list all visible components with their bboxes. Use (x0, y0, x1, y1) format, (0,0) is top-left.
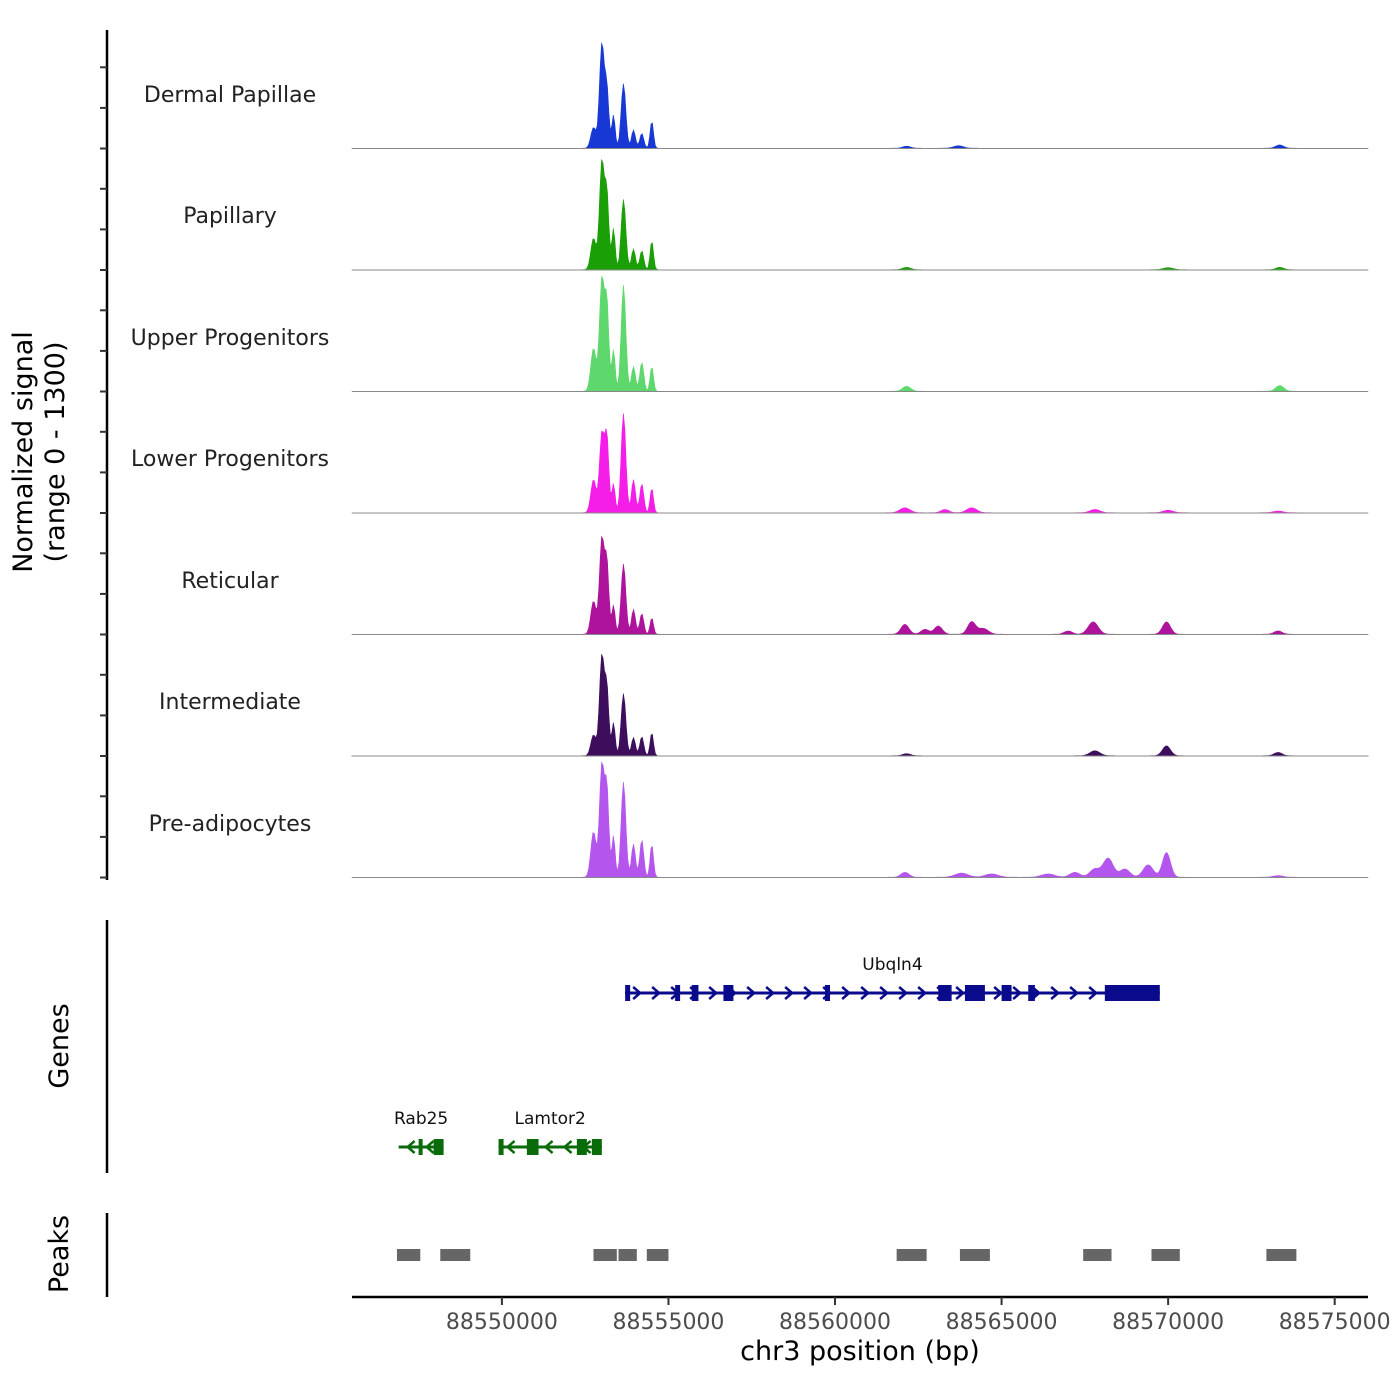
strand-arrow (993, 986, 1004, 1000)
track-label-papillary: Papillary (183, 204, 277, 229)
x-tick-label: 88550000 (446, 1310, 558, 1335)
y-axis-title: Normalized signal (range 0 - 1300) (8, 222, 72, 682)
track-label-upper-progenitors: Upper Progenitors (130, 325, 330, 351)
strand-arrow (898, 986, 909, 1000)
track-area-intermediate (351, 654, 1369, 757)
peak-region (959, 1249, 990, 1261)
peak-region (618, 1249, 637, 1261)
strand-arrow (784, 986, 795, 1000)
exon-ubqln4 (1028, 985, 1035, 1001)
genes-panel-title: Genes (44, 1003, 75, 1089)
y-axis-title-line2: (range 0 - 1300) (40, 341, 71, 563)
strand-arrow (1012, 986, 1023, 1000)
peak-region (1266, 1249, 1297, 1261)
strand-arrow (1050, 986, 1061, 1000)
strand-arrow (405, 1140, 416, 1154)
peak-region (593, 1249, 617, 1261)
strand-arrow (917, 986, 928, 1000)
track-label-dermal-papillae: Dermal Papillae (143, 82, 317, 108)
peak-region (396, 1249, 421, 1261)
strand-arrow (1069, 986, 1080, 1000)
strand-arrow (708, 986, 719, 1000)
peak-region (646, 1249, 669, 1261)
strand-arrow (746, 986, 757, 1000)
x-tick-label: 88570000 (1112, 1310, 1224, 1335)
exon-ubqln4 (1104, 985, 1160, 1001)
track-area-pre-adipocytes (351, 761, 1369, 878)
gene-label-rab25: Rab25 (394, 1109, 448, 1129)
peak-region (1151, 1249, 1180, 1261)
track-label-reticular: Reticular (181, 568, 279, 594)
x-tick-label: 88565000 (946, 1310, 1058, 1335)
exon-ubqln4 (723, 985, 734, 1001)
exon-ubqln4 (1001, 985, 1012, 1001)
strand-arrow (1088, 986, 1099, 1000)
x-tick-label: 88555000 (612, 1310, 724, 1335)
strand-arrow (651, 986, 662, 1000)
exon-ubqln4 (675, 985, 681, 1001)
strand-arrow (765, 986, 776, 1000)
strand-arrow (543, 1140, 554, 1154)
gene-label-lamtor2: Lamtor2 (515, 1109, 586, 1129)
track-area-upper-progenitors (351, 275, 1369, 392)
strand-arrow (860, 986, 871, 1000)
exon-ubqln4 (691, 985, 699, 1001)
peaks-panel-title: Peaks (44, 1214, 75, 1294)
strand-arrow (955, 986, 966, 1000)
x-axis-title: chr3 position (bp) (740, 1336, 980, 1367)
exon-rab25 (418, 1139, 423, 1155)
exon-lamtor2 (526, 1139, 539, 1155)
exon-ubqln4 (625, 985, 631, 1001)
exon-ubqln4 (964, 985, 985, 1001)
track-label-pre-adipocytes: Pre-adipocytes (148, 811, 312, 837)
track-area-lower-progenitors (351, 413, 1369, 514)
exon-rab25 (433, 1139, 444, 1155)
strand-arrow (879, 986, 890, 1000)
peak-region (1083, 1249, 1112, 1261)
exon-lamtor2 (591, 1139, 602, 1155)
exon-lamtor2 (498, 1139, 504, 1155)
strand-arrow (803, 986, 814, 1000)
strand-arrow (632, 986, 643, 1000)
gene-label-ubqln4: Ubqln4 (862, 955, 922, 975)
strand-arrow (562, 1140, 573, 1154)
x-tick-label: 88575000 (1279, 1310, 1391, 1335)
strand-arrow (505, 1140, 516, 1154)
track-area-reticular (351, 535, 1369, 635)
track-area-papillary (351, 159, 1369, 271)
peak-region (440, 1249, 471, 1261)
peak-region (896, 1249, 927, 1261)
track-label-lower-progenitors: Lower Progenitors (131, 447, 329, 472)
track-area-dermal-papillae (351, 42, 1369, 149)
exon-ubqln4 (825, 985, 831, 1001)
track-label-intermediate: Intermediate (159, 690, 301, 715)
strand-arrow (841, 986, 852, 1000)
exon-ubqln4 (938, 985, 952, 1001)
strand-arrow (424, 1140, 435, 1154)
x-tick-label: 88560000 (779, 1310, 891, 1335)
y-axis-title-line1: Normalized signal (8, 331, 39, 573)
exon-lamtor2 (576, 1139, 587, 1155)
